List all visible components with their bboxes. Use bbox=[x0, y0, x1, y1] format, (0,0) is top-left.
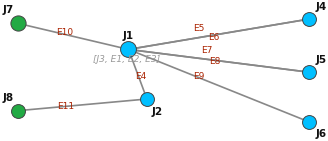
Text: E6: E6 bbox=[208, 33, 219, 41]
Text: E7: E7 bbox=[201, 46, 213, 55]
Point bbox=[306, 18, 311, 20]
Text: E4: E4 bbox=[135, 72, 146, 81]
Text: E8: E8 bbox=[209, 57, 221, 66]
Text: J8: J8 bbox=[3, 93, 14, 103]
Text: J7: J7 bbox=[3, 5, 14, 15]
Point bbox=[15, 110, 20, 112]
Text: E5: E5 bbox=[193, 24, 205, 33]
Text: J6: J6 bbox=[316, 129, 327, 139]
Text: J1: J1 bbox=[123, 31, 134, 41]
Point bbox=[144, 98, 150, 100]
Text: E9: E9 bbox=[193, 72, 205, 81]
Point bbox=[126, 48, 131, 50]
Text: J2: J2 bbox=[151, 107, 162, 117]
Point bbox=[306, 71, 311, 73]
Point bbox=[306, 121, 311, 123]
Text: J5: J5 bbox=[316, 55, 327, 65]
Text: [J3, E1, E2, E3]: [J3, E1, E2, E3] bbox=[93, 55, 160, 64]
Text: E10: E10 bbox=[56, 28, 73, 37]
Text: E11: E11 bbox=[57, 102, 74, 111]
Text: J4: J4 bbox=[315, 2, 327, 12]
Point bbox=[15, 22, 20, 24]
